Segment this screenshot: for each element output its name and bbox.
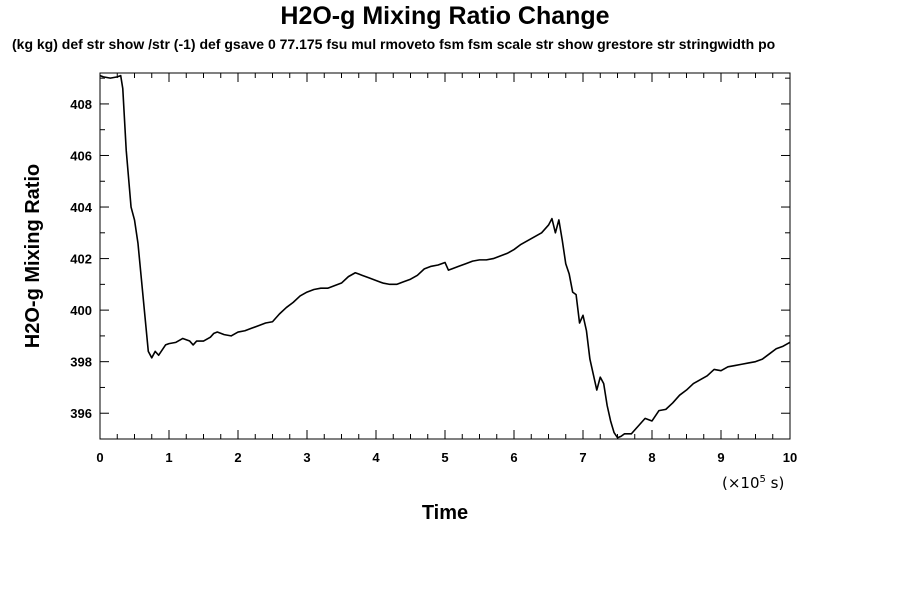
x-axis-ticks <box>99 73 791 439</box>
x-tick-label: 0 <box>96 450 103 465</box>
x-tick-label: 10 <box>783 450 797 465</box>
x-axis-unit-exponent: 5 <box>760 474 766 485</box>
y-tick-label: 404 <box>70 200 92 215</box>
y-tick-label: 408 <box>70 97 92 112</box>
y-axis-tick-labels: 396 398 400 402 404 406 408 <box>70 97 92 421</box>
x-tick-label: 7 <box>579 450 586 465</box>
y-tick-label: 398 <box>70 355 92 370</box>
y-axis-ticks <box>100 77 790 440</box>
x-tick-label: 1 <box>165 450 172 465</box>
chart-subtitle: (kg kg) def str show /str (-1) def gsave… <box>12 36 775 52</box>
x-axis-unit-prefix: (×10 <box>722 474 760 492</box>
series-line <box>99 74 791 439</box>
x-tick-label: 9 <box>717 450 724 465</box>
x-axis-unit-suffix: s) <box>766 474 784 492</box>
x-tick-label: 5 <box>441 450 448 465</box>
x-axis-title: Time <box>422 502 468 524</box>
y-tick-label: 406 <box>70 148 92 163</box>
x-tick-label: 6 <box>510 450 517 465</box>
x-tick-label: 4 <box>372 450 380 465</box>
x-tick-label: 2 <box>234 450 241 465</box>
y-tick-label: 396 <box>70 406 92 421</box>
y-tick-label: 402 <box>70 252 92 267</box>
chart-title: H2O-g Mixing Ratio Change <box>280 2 609 30</box>
x-tick-label: 3 <box>303 450 310 465</box>
x-axis-tick-labels: 0 1 2 3 4 5 6 7 8 9 10 <box>96 450 797 465</box>
y-axis-title: H2O-g Mixing Ratio <box>22 164 44 348</box>
y-tick-label: 400 <box>70 303 92 318</box>
x-axis-unit: (×105 s) <box>722 474 784 492</box>
x-tick-label: 8 <box>648 450 655 465</box>
